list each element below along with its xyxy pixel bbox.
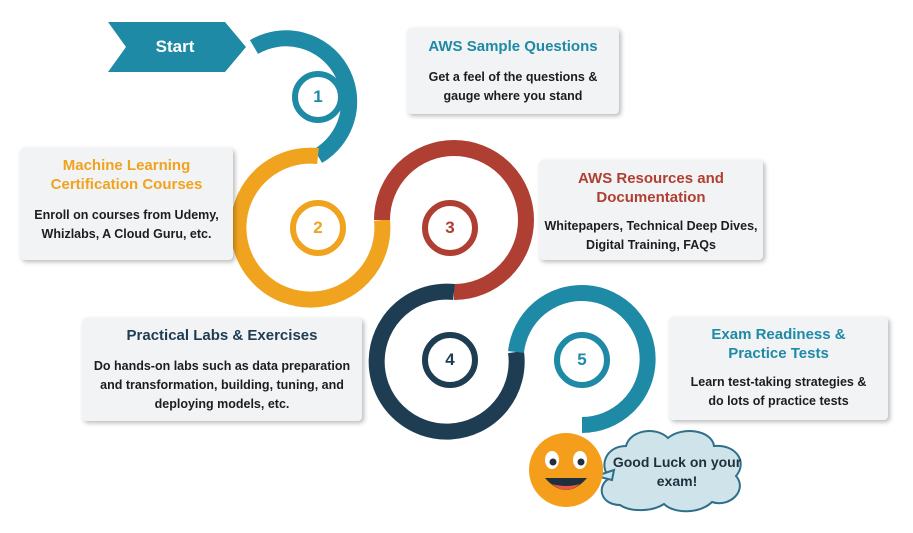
- step-2-arc: [230, 147, 391, 308]
- step-3-card: AWS Resources and Documentation Whitepap…: [539, 160, 763, 260]
- start-arrow-icon: [108, 22, 246, 72]
- step-3-arc: [374, 140, 534, 300]
- start-label: Start: [155, 37, 195, 56]
- step-4-card: Practical Labs & Exercises Do hands-on l…: [82, 318, 362, 421]
- step-5-circle: [554, 332, 610, 388]
- step-3-circle: [422, 200, 478, 256]
- step-1-card: AWS Sample Questions Get a feel of the q…: [407, 28, 619, 114]
- step-2-number: 2: [313, 218, 323, 237]
- step-2-body: Enroll on courses from Udemy, Whizlabs, …: [34, 208, 219, 241]
- step-1-number: 1: [313, 87, 323, 106]
- step-1-circle: [292, 71, 344, 123]
- step-4-circle: [422, 332, 478, 388]
- step-3-title: AWS Resources and Documentation: [578, 170, 724, 206]
- step-5-body: Learn test-taking strategies & do lots o…: [690, 375, 867, 408]
- step-4-body: Do hands-on labs such as data preparatio…: [93, 359, 351, 411]
- step-1-body: Get a feel of the questions & gauge wher…: [428, 70, 598, 103]
- step-4-title: Practical Labs & Exercises: [126, 327, 318, 344]
- speech-cloud-icon: [592, 430, 742, 513]
- step-2-circle: [290, 200, 346, 256]
- step-5-number: 5: [577, 350, 587, 369]
- closing-message: Good Luck on your exam!: [612, 454, 742, 489]
- step-1-arc: [249, 30, 358, 163]
- step-5-title: Exam Readiness & Practice Tests: [711, 326, 846, 362]
- step-1-title: AWS Sample Questions: [428, 38, 598, 55]
- step-5-card: Exam Readiness & Practice Tests Learn te…: [669, 317, 888, 420]
- step-4-number: 4: [445, 350, 455, 369]
- step-3-body: Whitepapers, Technical Deep Dives, Digit…: [544, 219, 758, 252]
- smiley-face-icon: [529, 433, 603, 507]
- step-2-title: Machine Learning Certification Courses: [50, 157, 203, 193]
- step-3-number: 3: [445, 218, 455, 237]
- step-2-card: Machine Learning Certification Courses E…: [20, 148, 233, 260]
- step-4-arc: [368, 283, 525, 440]
- step-5-arc: [508, 285, 656, 433]
